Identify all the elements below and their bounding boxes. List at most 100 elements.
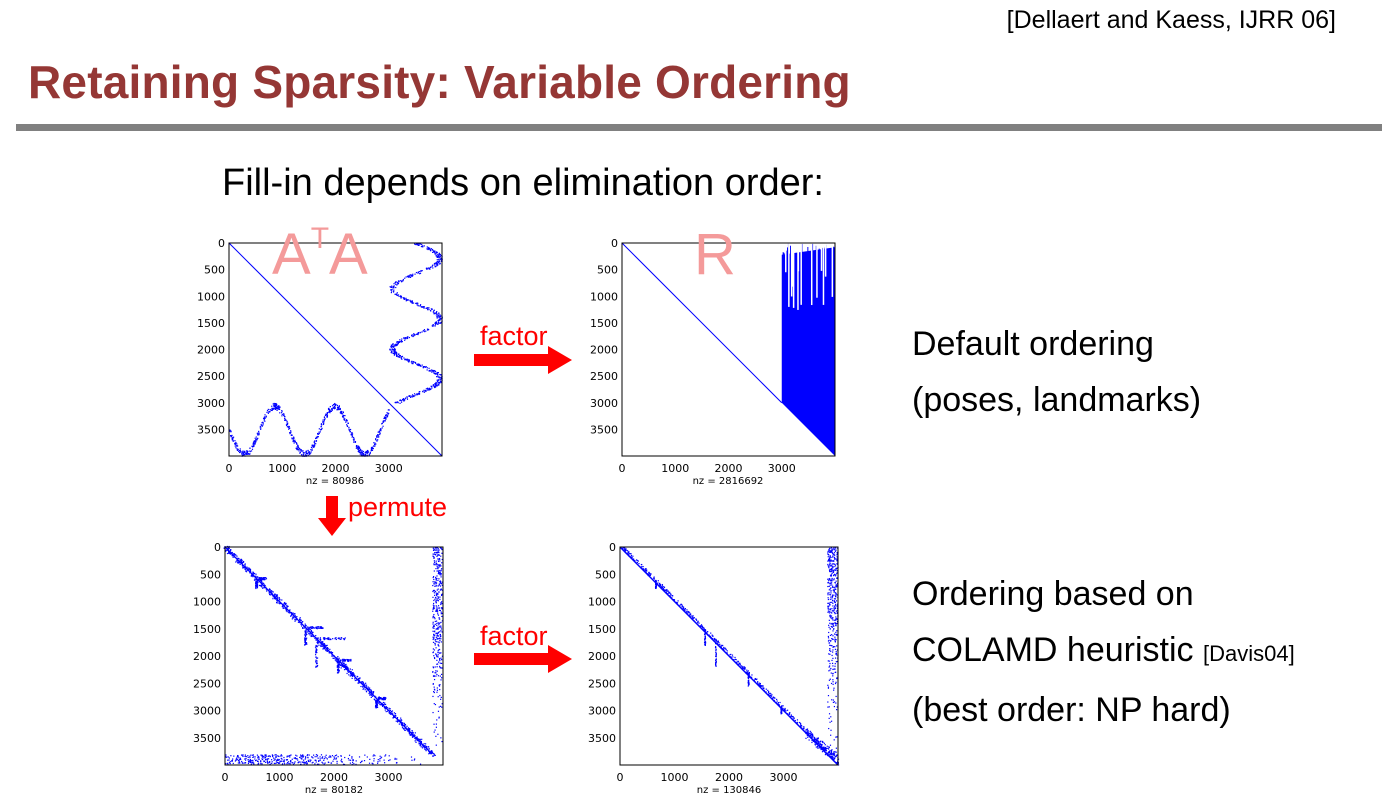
nonzero-dot (432, 610, 434, 612)
nonzero-dot (432, 623, 434, 625)
nonzero-dot (348, 428, 350, 430)
nonzero-dot (264, 754, 266, 756)
nonzero-dot (420, 365, 422, 367)
nonzero-dot (437, 322, 439, 324)
nonzero-dot (412, 302, 415, 304)
nonzero-dot (428, 388, 430, 390)
nonzero-dot (253, 763, 255, 765)
nonzero-dot (436, 659, 438, 661)
nonzero-dot (307, 754, 309, 756)
nonzero-dot (288, 425, 290, 428)
nonzero-dot (309, 632, 311, 634)
nonzero-dot (834, 757, 836, 759)
nonzero-dot (278, 762, 281, 764)
nonzero-dot (435, 251, 438, 253)
nonzero-dot (333, 408, 336, 410)
nonzero-dot (364, 453, 367, 455)
nonzero-dot (435, 382, 437, 384)
nonzero-dot (832, 758, 835, 760)
nonzero-dot (440, 380, 442, 383)
nonzero-dot (817, 743, 819, 745)
nonzero-dot (320, 642, 322, 644)
nonzero-dot (425, 749, 427, 751)
nonzero-dot (435, 578, 437, 580)
nonzero-dot (361, 760, 363, 762)
nonzero-dot (298, 450, 300, 452)
nonzero-dot (389, 709, 391, 712)
nonzero-dot (339, 408, 341, 410)
nonzero-dot (335, 754, 338, 756)
nonzero-dot (394, 349, 396, 351)
nonzero-dot (335, 404, 337, 406)
nonzero-dot (439, 377, 442, 379)
nonzero-dot (435, 585, 437, 587)
nonzero-dot (313, 441, 316, 443)
nonzero-dot (814, 738, 817, 740)
nonzero-dot (717, 640, 719, 643)
nonzero-dot (439, 257, 441, 259)
nonzero-dot (441, 631, 443, 633)
nonzero-dot (829, 594, 832, 596)
nonzero-dot (425, 745, 428, 748)
nonzero-dot (816, 740, 818, 742)
nonzero-dot (433, 754, 435, 756)
nonzero-dot (417, 364, 419, 366)
nonzero-dot (286, 609, 288, 611)
nonzero-dot (290, 432, 292, 434)
x-tick-label-0: 0 (222, 771, 229, 784)
nonzero-dot (834, 755, 837, 757)
nonzero-dot (734, 656, 736, 659)
nonzero-dot (306, 452, 308, 454)
x-tick-label-3: 3000 (375, 771, 403, 784)
nonzero-dot (435, 562, 438, 564)
nonzero-dot (663, 590, 666, 592)
nonzero-dot (278, 405, 280, 407)
nonzero-dot (384, 755, 386, 757)
nonzero-dot (315, 443, 317, 445)
nonzero-dot (345, 421, 347, 423)
nonzero-dot (316, 639, 318, 641)
nonzero-dot (257, 437, 259, 439)
nonzero-dot (300, 625, 303, 627)
nonzero-dot (351, 677, 353, 679)
nonzero-dot (778, 703, 780, 706)
nonzero-dot (830, 650, 832, 652)
nonzero-dot (438, 261, 440, 263)
nonzero-dot (717, 642, 719, 644)
nonzero-dot (335, 657, 337, 659)
nonzero-dot (733, 658, 735, 661)
nonzero-dot (376, 435, 378, 437)
nonzero-dot (821, 746, 823, 748)
nonzero-dot (436, 371, 438, 374)
nonzero-dot (816, 747, 819, 749)
nonzero-dot (751, 674, 753, 676)
nonzero-dot (435, 312, 437, 314)
nonzero-dot (269, 408, 271, 411)
nonzero-dot (406, 397, 408, 399)
nonzero-dot (405, 276, 407, 278)
nonzero-dot (386, 416, 389, 418)
nonzero-dot (730, 656, 732, 658)
nonzero-dot (825, 752, 828, 754)
nonzero-dot (228, 759, 230, 761)
nonzero-dot (434, 644, 436, 646)
nonzero-dot (378, 697, 381, 699)
nonzero-dot (411, 275, 413, 277)
nonzero-dot (831, 662, 834, 665)
nonzero-dot (834, 613, 836, 615)
nonzero-dot (382, 425, 384, 427)
nonzero-dot (827, 597, 829, 599)
nonzero-dot (432, 627, 434, 629)
nonzero-dot (292, 612, 294, 614)
nonzero-dot (830, 623, 832, 625)
nonzero-dot (413, 335, 415, 337)
nonzero-dot (411, 302, 413, 304)
nonzero-dot (335, 657, 337, 659)
nonzero-dot (828, 631, 830, 634)
nonzero-dot (344, 637, 346, 639)
nonzero-dot (697, 620, 699, 622)
nonzero-dot (624, 550, 626, 552)
nonzero-dot (437, 593, 439, 595)
nonzero-dot (316, 662, 318, 664)
nonzero-dot (258, 757, 260, 759)
